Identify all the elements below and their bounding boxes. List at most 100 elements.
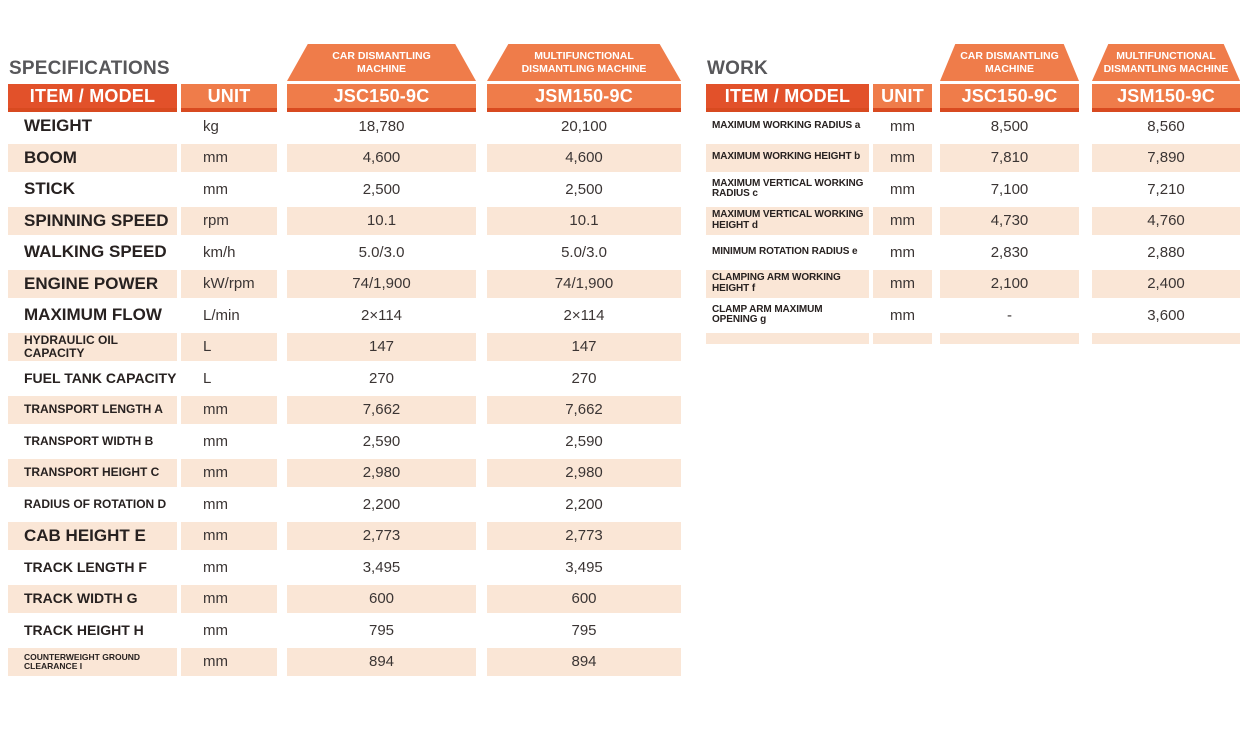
item-cell: CLAMPING ARM WORKING HEIGHT f <box>706 269 869 298</box>
item-cell: FUEL TANK CAPACITY <box>8 364 177 392</box>
item-cell: MAXIMUM VERTICAL WORKING HEIGHT d <box>706 206 869 235</box>
table-row: MAXIMUM FLOW L/min 2×114 2×114 <box>8 301 681 329</box>
jsc150-9c-value-cell: 2,830 <box>940 238 1079 266</box>
jsm150-9c-value-cell: 600 <box>487 584 681 613</box>
jsc150-9c-header: JSC150-9C <box>287 84 476 112</box>
table-row: TRANSPORT HEIGHT C mm 2,980 2,980 <box>8 458 681 487</box>
jsc150-9c-header: JSC150-9C <box>940 84 1079 112</box>
table-row <box>706 332 1240 344</box>
item-cell: WALKING SPEED <box>8 238 177 266</box>
unit-cell: mm <box>873 238 932 266</box>
jsc150-9c-value-cell: 270 <box>287 364 476 392</box>
item-cell: ENGINE POWER <box>8 269 177 298</box>
table-row: HYDRAULIC OIL CAPACITY L 147 147 <box>8 332 681 361</box>
jsm150-9c-value-cell: 74/1,900 <box>487 269 681 298</box>
car-dismantling-machine-badge: CAR DISMANTLING MACHINE <box>287 44 476 81</box>
table-row: MAXIMUM WORKING HEIGHT b mm 7,810 7,890 <box>706 143 1240 172</box>
work-header-row: ITEM / MODEL UNIT JSC150-9C JSM150-9C <box>706 84 1240 112</box>
jsc150-9c-value-cell: - <box>940 301 1079 329</box>
jsc150-9c-value-cell: 8,500 <box>940 112 1079 140</box>
jsc150-9c-value-cell: 4,730 <box>940 206 1079 235</box>
table-row: TRANSPORT WIDTH B mm 2,590 2,590 <box>8 427 681 455</box>
unit-cell: mm <box>873 269 932 298</box>
jsm150-9c-value-cell: 147 <box>487 332 681 361</box>
jsc150-9c-value-cell: 2,590 <box>287 427 476 455</box>
item-cell: MINIMUM ROTATION RADIUS e <box>706 238 869 266</box>
jsm150-9c-value-cell: 2,880 <box>1092 238 1240 266</box>
unit-cell: mm <box>873 206 932 235</box>
unit-cell: mm <box>181 616 277 644</box>
jsm150-9c-value-cell: 3,600 <box>1092 301 1240 329</box>
unit-cell: mm <box>873 112 932 140</box>
unit-cell: mm <box>873 175 932 203</box>
unit-cell: kW/rpm <box>181 269 277 298</box>
table-row: CLAMPING ARM WORKING HEIGHT f mm 2,100 2… <box>706 269 1240 298</box>
jsc150-9c-value-cell: 2,100 <box>940 269 1079 298</box>
table-row: SPINNING SPEED rpm 10.1 10.1 <box>8 206 681 235</box>
item-cell: TRANSPORT LENGTH A <box>8 395 177 424</box>
jsm150-9c-value-cell: 7,890 <box>1092 143 1240 172</box>
unit-cell: mm <box>181 395 277 424</box>
item-cell: TRACK WIDTH G <box>8 584 177 613</box>
table-row: WALKING SPEED km/h 5.0/3.0 5.0/3.0 <box>8 238 681 266</box>
table-row: FUEL TANK CAPACITY L 270 270 <box>8 364 681 392</box>
item-cell: WEIGHT <box>8 112 177 140</box>
item-cell: MAXIMUM WORKING RADIUS a <box>706 112 869 140</box>
specifications-title: SPECIFICATIONS <box>9 58 170 79</box>
table-row: STICK mm 2,500 2,500 <box>8 175 681 203</box>
work-table: WORK CAR DISMANTLING MACHINE MULTIFUNCTI… <box>706 44 1240 344</box>
jsc150-9c-value-cell: 2,200 <box>287 490 476 518</box>
table-row: MINIMUM ROTATION RADIUS e mm 2,830 2,880 <box>706 238 1240 266</box>
item-cell: TRACK HEIGHT H <box>8 616 177 644</box>
specifications-header-row: ITEM / MODEL UNIT JSC150-9C JSM150-9C <box>8 84 681 112</box>
item-cell: STICK <box>8 175 177 203</box>
item-model-header: ITEM / MODEL <box>8 84 177 112</box>
jsm150-9c-value-cell <box>1092 332 1240 344</box>
jsc150-9c-value-cell: 18,780 <box>287 112 476 140</box>
jsm150-9c-value-cell: 5.0/3.0 <box>487 238 681 266</box>
unit-cell: mm <box>181 143 277 172</box>
jsc150-9c-value-cell: 600 <box>287 584 476 613</box>
unit-cell <box>873 332 932 344</box>
unit-cell: kg <box>181 112 277 140</box>
jsm150-9c-value-cell: 20,100 <box>487 112 681 140</box>
unit-cell: mm <box>873 301 932 329</box>
jsc150-9c-value-cell: 4,600 <box>287 143 476 172</box>
table-row: MAXIMUM VERTICAL WORKING HEIGHT d mm 4,7… <box>706 206 1240 235</box>
jsm150-9c-value-cell: 894 <box>487 647 681 676</box>
unit-cell: L <box>181 364 277 392</box>
item-model-header: ITEM / MODEL <box>706 84 869 112</box>
jsc150-9c-value-cell: 7,662 <box>287 395 476 424</box>
item-cell: BOOM <box>8 143 177 172</box>
jsm150-9c-value-cell: 8,560 <box>1092 112 1240 140</box>
specifications-rows: WEIGHT kg 18,780 20,100 BOOM mm 4,600 4,… <box>8 112 681 676</box>
unit-cell: mm <box>181 584 277 613</box>
unit-cell: km/h <box>181 238 277 266</box>
unit-cell: rpm <box>181 206 277 235</box>
unit-header: UNIT <box>181 84 277 112</box>
item-cell: CLAMP ARM MAXIMUM OPENING g <box>706 301 869 329</box>
item-cell: CAB HEIGHT E <box>8 521 177 550</box>
unit-header: UNIT <box>873 84 932 112</box>
unit-cell: mm <box>181 490 277 518</box>
specifications-badge-row: SPECIFICATIONS CAR DISMANTLING MACHINE M… <box>8 44 681 81</box>
multifunctional-dismantling-machine-badge: MULTIFUNCTIONAL DISMANTLING MACHINE <box>1092 44 1240 81</box>
jsc150-9c-value-cell: 7,810 <box>940 143 1079 172</box>
table-row: BOOM mm 4,600 4,600 <box>8 143 681 172</box>
item-cell: HYDRAULIC OIL CAPACITY <box>8 332 177 361</box>
jsm150-9c-value-cell: 3,495 <box>487 553 681 581</box>
jsm150-9c-value-cell: 270 <box>487 364 681 392</box>
unit-cell: mm <box>181 647 277 676</box>
jsc150-9c-value-cell: 74/1,900 <box>287 269 476 298</box>
table-row: WEIGHT kg 18,780 20,100 <box>8 112 681 140</box>
jsm150-9c-value-cell: 4,600 <box>487 143 681 172</box>
table-row: TRACK LENGTH F mm 3,495 3,495 <box>8 553 681 581</box>
table-row: RADIUS OF ROTATION D mm 2,200 2,200 <box>8 490 681 518</box>
jsc150-9c-value-cell: 147 <box>287 332 476 361</box>
table-row: MAXIMUM VERTICAL WORKING RADIUS c mm 7,1… <box>706 175 1240 203</box>
unit-cell: mm <box>181 521 277 550</box>
table-row: ENGINE POWER kW/rpm 74/1,900 74/1,900 <box>8 269 681 298</box>
item-cell <box>706 332 869 344</box>
unit-cell: L/min <box>181 301 277 329</box>
